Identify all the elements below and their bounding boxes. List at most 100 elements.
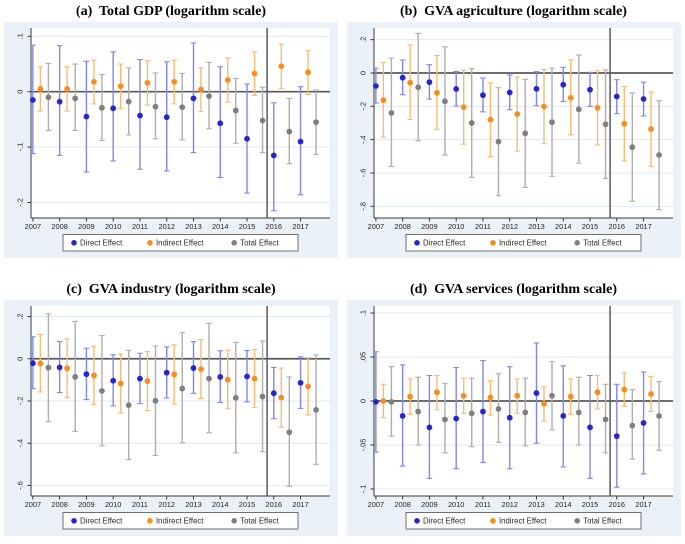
- point-estimate: [278, 63, 285, 70]
- point-estimate: [313, 119, 319, 126]
- legend: Direct Effect Indirect Effect Total Effect: [62, 234, 299, 252]
- x-tick-label: 2014: [555, 500, 571, 509]
- plot-area: [31, 28, 330, 218]
- series-indirect-effect: [379, 372, 654, 422]
- point-estimate: [232, 394, 239, 401]
- legend-label: Total Effect: [583, 239, 622, 248]
- point-estimate: [117, 380, 124, 387]
- x-tick-label: 2010: [447, 500, 463, 509]
- legend-box: [405, 512, 641, 530]
- point-estimate: [29, 97, 36, 103]
- legend-marker-direct-effect: [71, 240, 77, 246]
- legend-marker-direct-effect: [413, 518, 420, 524]
- x-tick-label: 2017: [292, 500, 308, 509]
- y-axis: .1 0 -.1 -.2: [16, 28, 32, 218]
- point-estimate: [217, 120, 224, 127]
- x-tick-label: 2017: [635, 222, 651, 231]
- point-estimate: [548, 119, 555, 126]
- legend-item-total-effect: Total Effect: [573, 239, 622, 248]
- point-estimate: [533, 390, 539, 396]
- legend-marker-indirect-effect: [147, 518, 153, 524]
- point-estimate: [152, 103, 159, 110]
- point-estimate: [117, 83, 124, 90]
- point-estimate: [586, 424, 593, 431]
- point-estimate: [56, 364, 63, 371]
- point-estimate: [206, 93, 212, 100]
- legend-label: Direct Effect: [423, 239, 466, 248]
- y-tick-label: -.2: [16, 397, 25, 406]
- point-estimate: [487, 116, 493, 123]
- series-direct-effect: [29, 336, 304, 420]
- point-estimate: [620, 386, 627, 393]
- point-estimate: [468, 410, 475, 417]
- legend-marker-indirect-effect: [147, 240, 153, 246]
- panel-c-plot: .2 0 -.2 -.4 -.6 2007 2008 2009 2010 2011 2012 2013…: [16, 306, 330, 530]
- point-estimate: [163, 369, 170, 376]
- legend-item-indirect-effect: Indirect Effect: [489, 517, 547, 526]
- series-total-effect: [45, 61, 319, 165]
- series-direct-effect: [372, 59, 646, 117]
- point-estimate: [506, 414, 513, 421]
- y-axis: .2 0 -.2 -.4 -.6: [16, 306, 32, 496]
- point-estimate: [460, 392, 467, 399]
- point-estimate: [251, 70, 258, 77]
- y-tick-label: -.8: [358, 202, 367, 211]
- point-estimate: [137, 375, 143, 382]
- point-estimate: [521, 130, 528, 137]
- y-tick-label: -.4: [358, 135, 367, 144]
- x-tick-label: 2012: [501, 500, 517, 509]
- point-estimate: [190, 95, 197, 102]
- point-estimate: [540, 103, 547, 110]
- point-estimate: [479, 408, 486, 415]
- legend-marker-total-effect: [573, 240, 580, 246]
- legend-box: [62, 512, 299, 530]
- point-estimate: [575, 106, 582, 113]
- point-estimate: [110, 377, 117, 384]
- x-axis: 2007 2008 2009 2010 2011 2012 2013 2014 2015 2016…: [25, 495, 330, 509]
- panel-d-graph: .1 .05 0 -.05 -.1 2007 2008 2009 2010 2011 2012 201…: [346, 300, 681, 536]
- x-tick-label: 2015: [581, 500, 597, 509]
- legend-item-direct-effect: Direct Effect: [413, 517, 466, 526]
- legend-marker-indirect-effect: [489, 518, 496, 524]
- x-tick-label: 2015: [239, 222, 255, 231]
- x-tick-label: 2013: [528, 500, 544, 509]
- legend-label: Direct Effect: [80, 517, 123, 526]
- legend-item-indirect-effect: Indirect Effect: [147, 517, 204, 526]
- point-estimate: [37, 360, 44, 367]
- point-estimate: [628, 144, 635, 151]
- point-estimate: [575, 409, 582, 416]
- y-tick-label: -.6: [16, 481, 25, 490]
- x-axis: 2007 2008 2009 2010 2011 2012 2013 2014 2015 2016…: [25, 217, 330, 231]
- x-tick-label: 2008: [394, 500, 410, 509]
- legend-marker-indirect-effect: [489, 240, 496, 246]
- point-estimate: [433, 389, 440, 396]
- y-tick-label: -.6: [358, 169, 367, 178]
- point-estimate: [647, 126, 654, 132]
- y-axis: .1 .05 0 -.05 -.1: [358, 306, 374, 496]
- point-estimate: [232, 107, 239, 114]
- panel-b: (b) GVA agriculture (logarithm scale) .2…: [342, 0, 685, 272]
- x-axis: 2007 2008 2009 2010 2011 2012 2013 2014 2015 2016…: [367, 217, 673, 231]
- point-estimate: [64, 86, 71, 92]
- point-estimate: [286, 429, 293, 436]
- point-estimate: [251, 375, 258, 382]
- point-estimate: [452, 415, 459, 422]
- point-estimate: [83, 113, 90, 120]
- legend-item-total-effect: Total Effect: [573, 517, 622, 526]
- x-tick-label: 2016: [608, 500, 624, 509]
- x-tick-label: 2009: [421, 500, 437, 509]
- point-estimate: [594, 104, 600, 111]
- legend-item-total-effect: Total Effect: [231, 517, 279, 526]
- point-estimate: [91, 372, 97, 379]
- x-tick-label: 2015: [239, 500, 255, 509]
- legend-label: Total Effect: [583, 517, 622, 526]
- legend-item-indirect-effect: Indirect Effect: [489, 239, 547, 248]
- point-estimate: [640, 420, 646, 426]
- point-estimate: [414, 84, 421, 91]
- x-tick-label: 2008: [51, 500, 67, 509]
- y-tick-label: -.05: [358, 439, 367, 452]
- legend-label: Total Effect: [240, 239, 279, 248]
